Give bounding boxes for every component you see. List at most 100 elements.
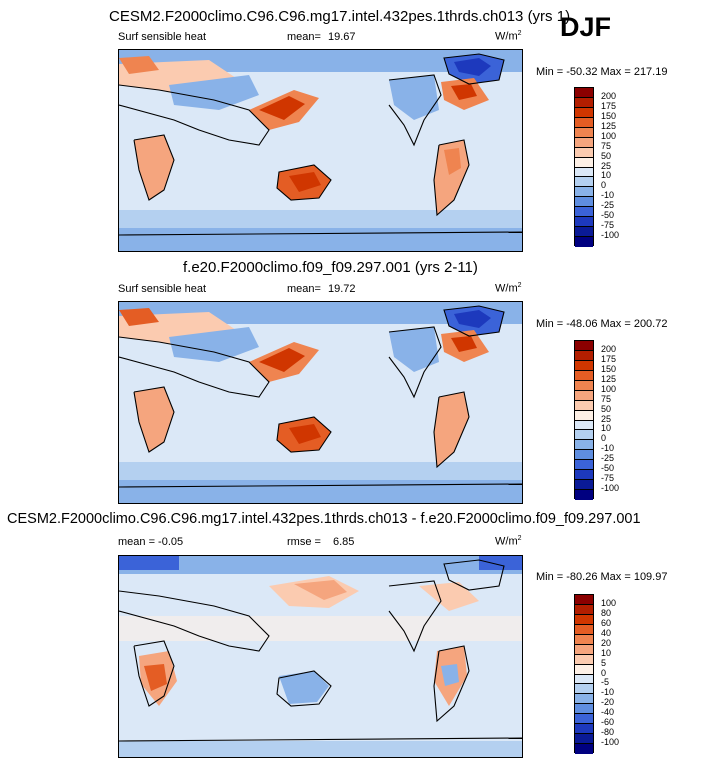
colorbar-tick-label: 100 xyxy=(601,597,617,608)
colorbar-swatch xyxy=(575,664,593,675)
colorbar-tick-label: -100 xyxy=(601,737,620,748)
colorbar-tick-label: 25 xyxy=(601,413,612,424)
panel-1-map-svg xyxy=(119,50,522,251)
colorbar-tick-label: 20 xyxy=(601,637,612,648)
colorbar-swatch xyxy=(575,107,593,118)
colorbar-tick-label: 100 xyxy=(601,130,617,141)
colorbar-tick-label: -80 xyxy=(601,727,615,738)
colorbar-swatch xyxy=(575,157,593,168)
colorbar-tick-label: -50 xyxy=(601,463,615,474)
panel-2-units: W/m2 xyxy=(495,282,522,295)
colorbar-tick-label: 50 xyxy=(601,403,612,414)
colorbar-swatch xyxy=(575,410,593,421)
colorbar-swatch xyxy=(575,490,593,500)
colorbar-swatch xyxy=(575,644,593,655)
panel-3-rmse-value: 6.85 xyxy=(333,536,355,548)
panel-2-minmax: Min = -48.06 Max = 200.72 xyxy=(536,318,668,330)
panel-3-minmax: Min = -80.26 Max = 109.97 xyxy=(536,571,668,583)
colorbar-swatch xyxy=(575,480,593,491)
colorbar-swatch xyxy=(575,734,593,745)
colorbar-tick-label: 125 xyxy=(601,120,617,131)
colorbar-tick-label: 175 xyxy=(601,100,617,111)
colorbar-swatch xyxy=(575,634,593,645)
colorbar-swatch xyxy=(575,217,593,228)
colorbar-swatch xyxy=(575,440,593,451)
colorbar-swatch xyxy=(575,450,593,461)
colorbar-tick-label: 200 xyxy=(601,90,617,101)
colorbar-swatch xyxy=(575,724,593,735)
panel-3-mean-label: mean = -0.05 xyxy=(118,536,184,548)
panel-3-map-svg xyxy=(119,556,522,757)
colorbar-swatch xyxy=(575,167,593,178)
colorbar-tick-label: -5 xyxy=(601,677,610,688)
colorbar-swatch xyxy=(575,470,593,481)
colorbar-swatch xyxy=(575,460,593,471)
colorbar-tick-label: -60 xyxy=(601,717,615,728)
panel-1-colorbar xyxy=(574,87,594,247)
colorbar-swatch xyxy=(575,207,593,218)
panel-2-title: f.e20.F2000climo.f09_f09.297.001 (yrs 2-… xyxy=(183,259,478,276)
colorbar-tick-label: 10 xyxy=(601,423,612,434)
colorbar-swatch xyxy=(575,127,593,138)
panel-3-title: CESM2.F2000climo.C96.C96.mg17.intel.432p… xyxy=(7,511,641,527)
panel-3-units: W/m2 xyxy=(495,535,522,548)
panel-2-colorbar xyxy=(574,340,594,500)
colorbar-tick-label: 10 xyxy=(601,647,612,658)
colorbar-swatch xyxy=(575,97,593,108)
colorbar-swatch xyxy=(575,137,593,148)
colorbar-tick-label: 0 xyxy=(601,433,607,444)
colorbar-tick-label: 80 xyxy=(601,607,612,618)
colorbar-swatch xyxy=(575,147,593,158)
colorbar-tick-label: 5 xyxy=(601,657,607,668)
colorbar-swatch xyxy=(575,390,593,401)
colorbar-swatch xyxy=(575,197,593,208)
colorbar-swatch xyxy=(575,614,593,625)
colorbar-tick-label: -25 xyxy=(601,453,615,464)
panel-2-map-svg xyxy=(119,302,522,503)
colorbar-tick-label: 0 xyxy=(601,180,607,191)
colorbar-tick-label: 50 xyxy=(601,150,612,161)
colorbar-tick-label: -100 xyxy=(601,483,620,494)
colorbar-swatch xyxy=(575,117,593,128)
colorbar-swatch xyxy=(575,684,593,695)
colorbar-swatch xyxy=(575,704,593,715)
colorbar-swatch xyxy=(575,744,593,754)
colorbar-tick-label: 60 xyxy=(601,617,612,628)
colorbar-swatch xyxy=(575,595,593,605)
colorbar-tick-label: -40 xyxy=(601,707,615,718)
colorbar-swatch xyxy=(575,624,593,635)
colorbar-tick-label: 25 xyxy=(601,160,612,171)
colorbar-swatch xyxy=(575,654,593,665)
panel-3-rmse-label: rmse = xyxy=(287,536,321,548)
colorbar-swatch xyxy=(575,714,593,725)
colorbar-tick-label: 10 xyxy=(601,170,612,181)
panel-3-map xyxy=(118,555,523,758)
colorbar-tick-label: 40 xyxy=(601,627,612,638)
colorbar-swatch xyxy=(575,177,593,188)
panel-2-field-label: Surf sensible heat xyxy=(118,283,207,295)
colorbar-swatch xyxy=(575,187,593,198)
colorbar-swatch xyxy=(575,430,593,441)
colorbar-tick-label: -10 xyxy=(601,443,615,454)
colorbar-tick-label: 200 xyxy=(601,343,617,354)
panel-1-map xyxy=(118,49,523,252)
panel-1-mean-label: mean= xyxy=(287,31,321,43)
panel-1-units: W/m2 xyxy=(495,30,522,43)
colorbar-tick-label: 100 xyxy=(601,383,617,394)
panel-2-map xyxy=(118,301,523,504)
colorbar-swatch xyxy=(575,604,593,615)
colorbar-tick-label: -100 xyxy=(601,230,620,241)
colorbar-swatch xyxy=(575,360,593,371)
colorbar-tick-label: 75 xyxy=(601,140,612,151)
colorbar-tick-label: 150 xyxy=(601,110,617,121)
panel-1-minmax: Min = -50.32 Max = 217.19 xyxy=(536,66,668,78)
colorbar-tick-label: 125 xyxy=(601,373,617,384)
colorbar-swatch xyxy=(575,227,593,238)
colorbar-swatch xyxy=(575,370,593,381)
panel-2-mean-value: 19.72 xyxy=(328,283,356,295)
colorbar-tick-label: -50 xyxy=(601,210,615,221)
colorbar-tick-label: -10 xyxy=(601,190,615,201)
colorbar-swatch xyxy=(575,237,593,247)
colorbar-tick-label: -20 xyxy=(601,697,615,708)
panel-1-title: CESM2.F2000climo.C96.C96.mg17.intel.432p… xyxy=(109,8,571,25)
